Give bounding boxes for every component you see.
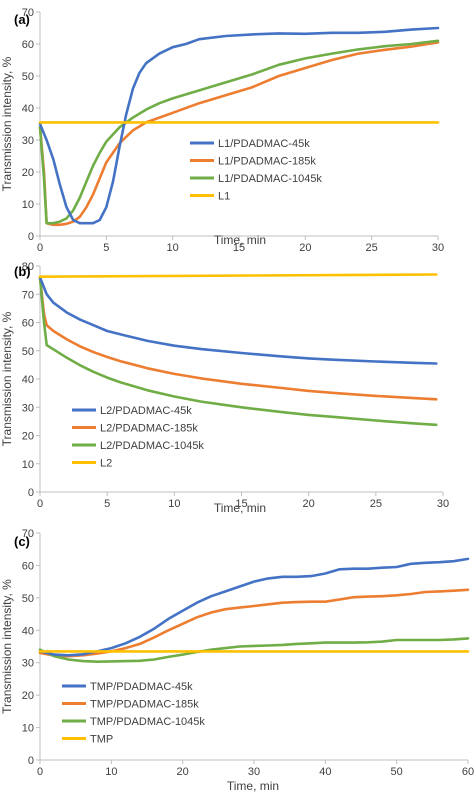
series-line-l2-pdadmac-185k — [38, 275, 438, 401]
legend-label: TMP/PDADMAC-185k — [90, 699, 199, 711]
legend: L2/PDADMAC-45k L2/PDADMAC-185k L2/PDADMAC-… — [72, 405, 204, 470]
x-tick-label: 30 — [437, 498, 449, 510]
y-tick-label: 70 — [22, 289, 34, 301]
x-axis-label: Time, min — [214, 501, 266, 515]
legend-label: L2/PDADMAC-45k — [100, 405, 192, 417]
legend-label: L1/PDADMAC-1045k — [218, 173, 322, 185]
y-tick-label: 10 — [22, 199, 34, 211]
series-line-l2 — [38, 273, 438, 279]
y-tick-label: 60 — [22, 560, 34, 572]
y-tick-label: 70 — [22, 528, 34, 540]
legend-label: TMP — [90, 734, 113, 746]
y-tick-label: 30 — [22, 402, 34, 414]
x-axis-label: Time, min — [214, 233, 266, 247]
y-tick-label: 30 — [22, 135, 34, 147]
x-tick-label: 10 — [105, 766, 117, 778]
y-tick-label: 20 — [22, 431, 34, 443]
y-tick-label: 0 — [28, 231, 34, 243]
panel-label: (a) — [14, 12, 30, 27]
y-tick-label: 30 — [22, 658, 34, 670]
x-tick-label: 0 — [37, 242, 43, 254]
legend-label: L2 — [100, 458, 112, 470]
legend-label: L2/PDADMAC-1045k — [100, 440, 204, 452]
x-tick-label: 25 — [370, 498, 382, 510]
y-tick-label: 40 — [22, 374, 34, 386]
series-line-l1-pdadmac-1045k — [38, 39, 440, 225]
legend-label: L2/PDADMAC-185k — [100, 423, 198, 435]
legend: TMP/PDADMAC-45k TMP/PDADMAC-185k TMP/PDADM… — [62, 681, 205, 746]
x-tick-label: 10 — [167, 242, 179, 254]
legend-label: L1 — [218, 191, 230, 203]
chart-panel-2: 0 10 20 30 40 50 60 70 80 0 5 10 15 20 25 30 Time, min Tr… — [0, 261, 449, 515]
legend-label: L1/PDADMAC-45k — [218, 138, 310, 150]
legend-label: TMP/PDADMAC-45k — [90, 681, 193, 693]
y-tick-label: 40 — [22, 625, 34, 637]
series-line-tmp-pdadmac-45k — [38, 557, 470, 657]
x-tick-label: 60 — [462, 766, 474, 778]
x-tick-label: 20 — [303, 498, 315, 510]
series-line-tmp-pdadmac-1045k — [38, 637, 470, 664]
y-tick-label: 80 — [22, 261, 34, 273]
panel-label: (b) — [14, 264, 31, 279]
y-tick-label: 40 — [22, 103, 34, 115]
y-axis-label: Transmission intensity, % — [0, 579, 14, 714]
x-tick-label: 15 — [233, 242, 245, 254]
legend-label: L1/PDADMAC-185k — [218, 156, 316, 168]
y-tick-label: 50 — [22, 593, 34, 605]
x-tick-label: 0 — [37, 766, 43, 778]
x-tick-label: 20 — [299, 242, 311, 254]
chart-panel-3: 0 10 20 30 40 50 60 70 0 10 20 30 40 50 60 Time, min Tra… — [0, 528, 474, 793]
x-tick-label: 5 — [103, 242, 109, 254]
y-tick-label: 20 — [22, 690, 34, 702]
x-tick-label: 40 — [319, 766, 331, 778]
series-line-l2-pdadmac-1045k — [38, 275, 438, 427]
chart-panel-1: 0 10 20 30 40 50 60 70 0 5 10 15 20 25 30 Time, min Tran… — [0, 7, 444, 254]
x-tick-label: 50 — [391, 766, 403, 778]
y-tick-label: 50 — [22, 346, 34, 358]
series-line-l1-pdadmac-185k — [38, 41, 440, 227]
y-tick-label: 50 — [22, 71, 34, 83]
y-axis-label: Transmission intensity, % — [0, 311, 14, 446]
series-line-l2-pdadmac-45k — [38, 275, 438, 365]
x-tick-label: 20 — [177, 766, 189, 778]
x-tick-label: 5 — [104, 498, 110, 510]
x-tick-label: 10 — [168, 498, 180, 510]
y-tick-label: 0 — [28, 755, 34, 767]
x-tick-label: 0 — [37, 498, 43, 510]
y-tick-label: 0 — [28, 487, 34, 499]
legend-label: TMP/PDADMAC-1045k — [90, 716, 205, 728]
x-tick-label: 15 — [235, 498, 247, 510]
x-tick-label: 25 — [366, 242, 378, 254]
y-tick-label: 60 — [22, 39, 34, 51]
y-tick-label: 60 — [22, 318, 34, 330]
series-line-l1-pdadmac-45k — [38, 26, 440, 225]
y-tick-label: 10 — [22, 459, 34, 471]
y-tick-label: 10 — [22, 723, 34, 735]
y-axis-label: Transmission intensity, % — [0, 56, 14, 191]
y-tick-label: 20 — [22, 167, 34, 179]
x-tick-label: 30 — [248, 766, 260, 778]
x-tick-label: 30 — [432, 242, 444, 254]
y-tick-label: 70 — [22, 7, 34, 19]
panel-label: (c) — [14, 534, 30, 549]
x-axis-label: Time, min — [227, 779, 279, 793]
legend: L1/PDADMAC-45k L1/PDADMAC-185k L1/PDADMAC-… — [190, 138, 322, 203]
